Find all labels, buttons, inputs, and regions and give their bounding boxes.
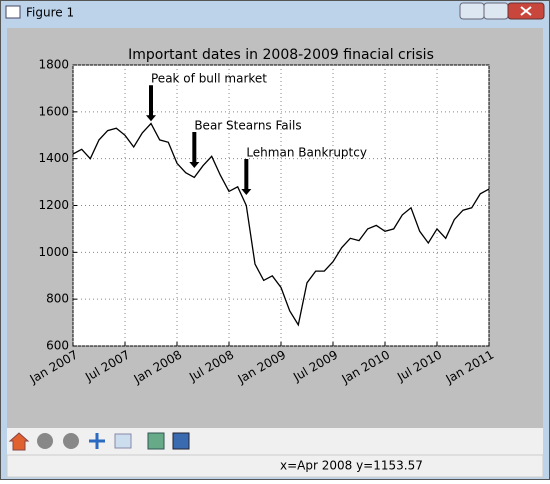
home-button[interactable] [8, 432, 30, 451]
annotation-text: Lehman Bankruptcy [246, 145, 367, 159]
y-tick-label: 1000 [38, 245, 69, 259]
price-line [72, 122, 490, 327]
subplots-button[interactable] [147, 432, 165, 450]
status-text: x=Apr 2008 y=1153.57 [280, 459, 423, 473]
y-tick-label: 800 [46, 292, 69, 306]
zoom-button[interactable] [114, 433, 132, 449]
chart-title: Important dates in 2008-2009 finacial cr… [128, 47, 434, 63]
forward-button[interactable] [63, 433, 79, 449]
y-tick-label: 1400 [38, 151, 69, 165]
y-tick-label: 1800 [38, 58, 69, 72]
close-icon [520, 6, 532, 16]
y-tick-label: 600 [46, 339, 69, 353]
annotation-arrow [241, 158, 252, 195]
annotation-text: Bear Stearns Fails [194, 119, 301, 133]
annotation-text: Peak of bull market [151, 72, 267, 86]
save-button[interactable] [172, 432, 190, 450]
maximize-button[interactable] [483, 2, 509, 20]
minimize-button[interactable] [459, 2, 485, 20]
y-tick-label: 1200 [38, 198, 69, 212]
toolbar [7, 428, 543, 455]
y-tick-label: 1600 [38, 104, 69, 118]
window-title: Figure 1 [26, 6, 74, 20]
status-bar [6, 454, 544, 478]
back-button[interactable] [37, 433, 53, 449]
window-icon [5, 5, 21, 19]
annotation-arrow [146, 85, 156, 122]
pan-button[interactable] [89, 433, 105, 449]
annotation-arrow [189, 132, 200, 169]
